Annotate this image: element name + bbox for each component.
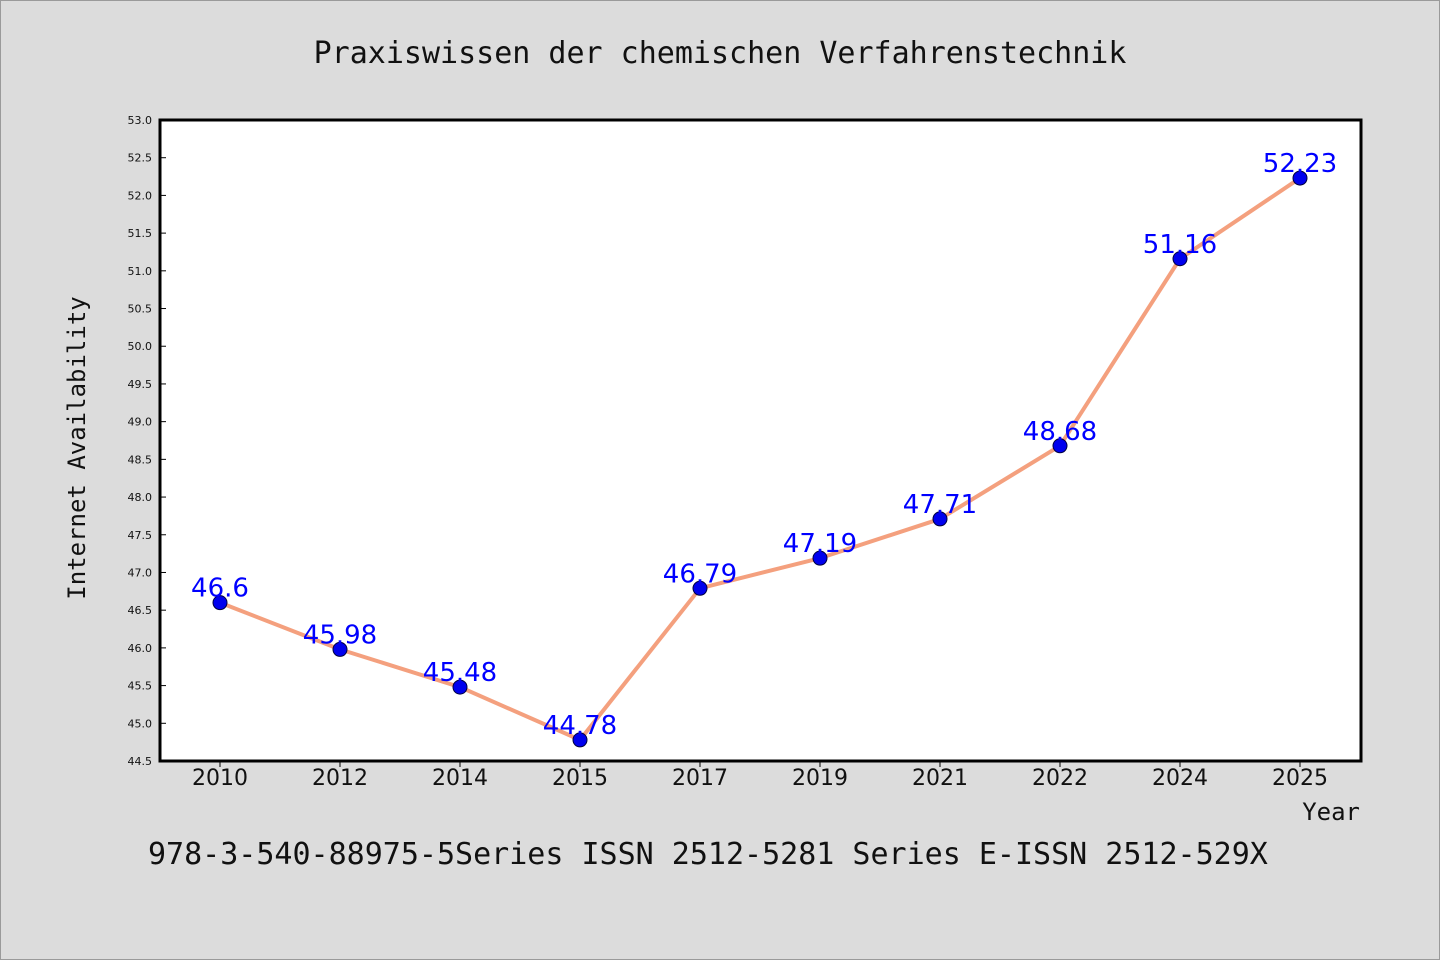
- y-tick-label: 45.0: [128, 717, 153, 730]
- data-label: 47.19: [783, 529, 857, 559]
- x-axis-label: Year: [1302, 798, 1360, 826]
- y-tick-label: 50.5: [128, 303, 153, 316]
- y-tick-label: 49.5: [128, 378, 153, 391]
- series-group: 46.6 45.98 45.48 44.78 46.79 47.19 47.71 48.68 5…: [191, 149, 1337, 748]
- data-label: 51.16: [1143, 230, 1217, 260]
- y-tick-label: 51.0: [128, 265, 153, 278]
- y-tick-label: 49.0: [128, 416, 153, 429]
- x-tick-label: 2010: [192, 766, 248, 791]
- x-tick-label: 2012: [312, 766, 368, 791]
- data-label: 44.78: [543, 711, 617, 741]
- data-point: [452, 679, 468, 695]
- data-point: [812, 550, 828, 566]
- y-tick-label: 46.0: [128, 642, 153, 655]
- data-point: [932, 511, 948, 527]
- x-tick-label: 2022: [1032, 766, 1088, 791]
- chart-title: Praxiswissen der chemischen Verfahrenste…: [314, 36, 1127, 71]
- data-point: [572, 732, 588, 748]
- plot-area: [158, 118, 1363, 763]
- series-line: [219, 176, 1302, 742]
- data-label: 45.48: [423, 658, 497, 688]
- x-tick-label: 2021: [912, 766, 968, 791]
- data-label: 45.98: [303, 620, 377, 650]
- data-label: 52.23: [1263, 149, 1337, 179]
- y-tick-label: 45.5: [128, 680, 153, 693]
- y-tick-label: 50.0: [128, 340, 153, 353]
- y-axis-label: Internet Availability: [63, 296, 91, 599]
- y-tick-label: 51.5: [128, 227, 153, 240]
- data-point: [1292, 170, 1308, 186]
- x-tick-label: 2014: [432, 766, 488, 791]
- y-tick-label: 52.0: [128, 189, 153, 202]
- y-tick-label: 46.5: [128, 604, 153, 617]
- x-tick-label: 2019: [792, 766, 848, 791]
- x-axis: 2010 2012 2014 2015 2017 2019 2021 2022 2024 2025: [192, 761, 1328, 791]
- y-tick-label: 44.5: [128, 755, 153, 768]
- data-label: 47.71: [903, 490, 977, 520]
- x-tick-label: 2024: [1152, 766, 1208, 791]
- data-label: 46.79: [663, 559, 737, 589]
- y-tick-label: 53.0: [128, 114, 153, 127]
- data-point: [1052, 438, 1068, 454]
- y-tick-label: 48.5: [128, 453, 153, 466]
- data-point: [692, 580, 708, 596]
- data-point: [1172, 251, 1188, 267]
- data-point: [332, 641, 348, 657]
- data-point: [212, 595, 228, 611]
- x-tick-label: 2025: [1272, 766, 1328, 791]
- isbn-footer: 978-3-540-88975-5Series ISSN 2512-5281 S…: [148, 837, 1268, 872]
- y-tick-label: 47.0: [128, 566, 153, 579]
- y-axis: 44.5 45.0 45.5 46.0 46.5 47.0 47.5 48.0 48.5 49.0…: [128, 114, 166, 768]
- x-tick-label: 2017: [672, 766, 728, 791]
- data-label: 46.6: [191, 574, 249, 604]
- data-label: 48.68: [1023, 417, 1097, 447]
- y-tick-label: 48.0: [128, 491, 153, 504]
- y-tick-label: 52.5: [128, 152, 153, 165]
- x-tick-label: 2015: [552, 766, 608, 791]
- y-tick-label: 47.5: [128, 529, 153, 542]
